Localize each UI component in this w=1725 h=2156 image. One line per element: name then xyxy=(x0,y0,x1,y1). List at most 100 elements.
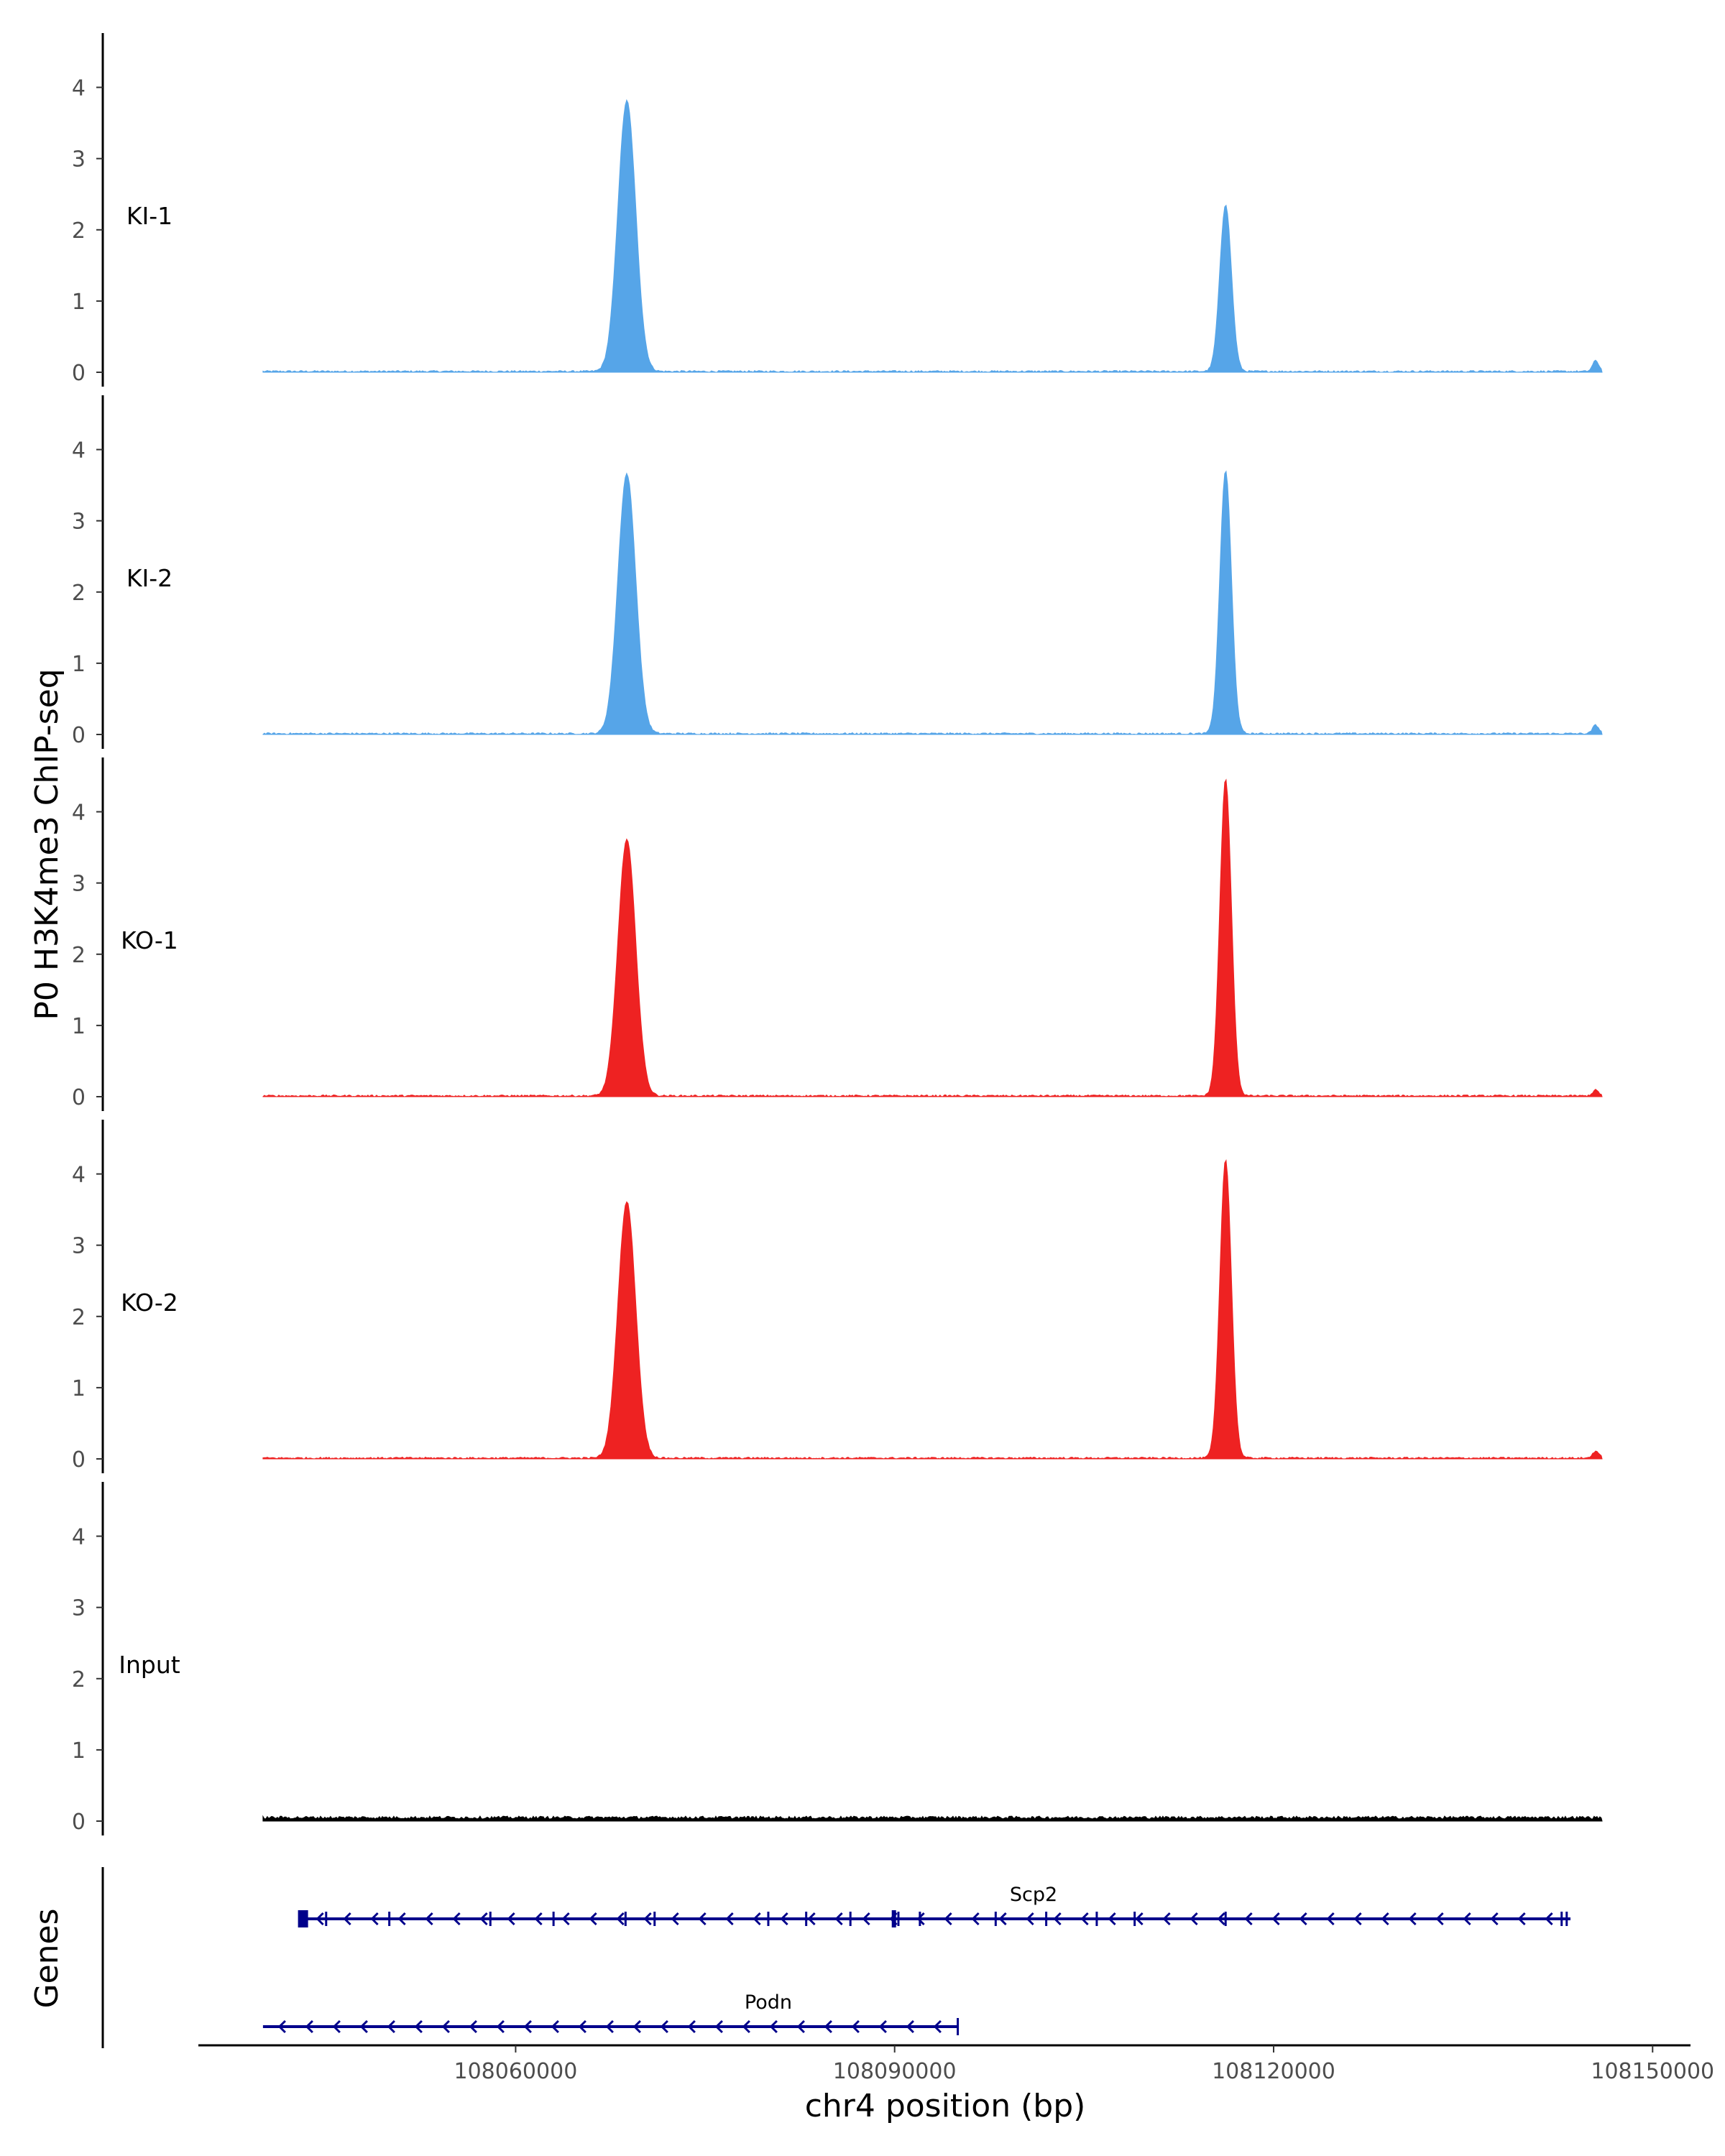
track-label: KI-2 xyxy=(126,564,172,592)
strand-arrow xyxy=(561,1912,570,1926)
strand-arrow xyxy=(1408,1912,1417,1926)
strand-arrow xyxy=(944,1912,952,1926)
strand-arrow xyxy=(414,2019,423,2034)
y-tick-label: 0 xyxy=(72,723,86,748)
y-axis-title: P0 H3K4me3 ChIP-seq xyxy=(29,668,65,1020)
strand-arrow xyxy=(753,1912,761,1926)
strand-arrow xyxy=(1244,1912,1253,1926)
track-label: Input xyxy=(119,1651,180,1679)
exon-block xyxy=(624,1912,627,1926)
exon-block xyxy=(1133,1912,1136,1926)
y-tick-label: 3 xyxy=(72,1596,86,1621)
exon-block xyxy=(891,1910,896,1927)
exon-block xyxy=(1560,1912,1563,1926)
exon-block xyxy=(897,1912,900,1926)
strand-arrow xyxy=(933,2019,942,2034)
strand-arrow xyxy=(343,1912,351,1926)
exon-block xyxy=(653,1912,656,1926)
x-tick-label: 108060000 xyxy=(454,2059,578,2084)
gene-label: Podn xyxy=(745,1991,792,2014)
y-tick-label: 4 xyxy=(72,1163,86,1188)
y-tick-label: 3 xyxy=(72,1234,86,1259)
exon-block xyxy=(919,1912,921,1926)
exon-block xyxy=(1565,1912,1568,1926)
strand-arrow xyxy=(441,2019,450,2034)
strand-arrow xyxy=(1190,1912,1198,1926)
strand-arrow xyxy=(507,1912,515,1926)
strand-arrow xyxy=(878,2019,887,2034)
y-tick-label: 2 xyxy=(72,581,86,606)
strand-arrow xyxy=(316,1912,324,1926)
strand-arrow xyxy=(998,1912,1007,1926)
x-axis-title: chr4 position (bp) xyxy=(805,2088,1086,2124)
y-tick-label: 1 xyxy=(72,652,86,677)
strand-arrow xyxy=(1299,1912,1307,1926)
strand-arrow xyxy=(769,2019,778,2034)
strand-arrow xyxy=(725,1912,734,1926)
gene-podn: Podn xyxy=(262,1991,960,2035)
strand-arrow xyxy=(796,2019,805,2034)
y-tick-label: 4 xyxy=(72,438,86,464)
strand-arrow xyxy=(397,1912,406,1926)
signal-area xyxy=(262,778,1603,1097)
track-label: KI-1 xyxy=(126,202,172,230)
track-label: KO-1 xyxy=(121,926,178,954)
exon-block xyxy=(325,1912,328,1926)
signal-area xyxy=(262,1158,1603,1460)
x-axis: 108060000 108090000 108120000 108150000 xyxy=(198,2044,1714,2084)
y-tick-label: 4 xyxy=(72,76,86,101)
strand-arrow xyxy=(1326,1912,1335,1926)
y-tick-label: 2 xyxy=(72,943,86,968)
y-tick-label: 4 xyxy=(72,1525,86,1550)
y-tick-label: 3 xyxy=(72,510,86,535)
strand-arrow xyxy=(671,1912,679,1926)
strand-arrow xyxy=(1353,1912,1362,1926)
strand-arrow xyxy=(387,2019,395,2034)
strand-arrow xyxy=(425,1912,433,1926)
strand-arrow xyxy=(1545,1912,1553,1926)
exon-block xyxy=(767,1912,770,1926)
y-tick-label: 0 xyxy=(72,1085,86,1110)
strand-arrow xyxy=(687,2019,696,2034)
track-input: 0 1 2 3 4 Input xyxy=(72,1482,1603,1835)
x-tick-label: 108090000 xyxy=(833,2059,957,2084)
y-tick-label: 1 xyxy=(72,290,86,315)
exon-block xyxy=(298,1910,308,1927)
strand-arrow xyxy=(605,2019,614,2034)
y-tick-label: 1 xyxy=(72,1014,86,1039)
strand-arrow xyxy=(1053,1912,1062,1926)
strand-arrow xyxy=(906,2019,914,2034)
signal-area xyxy=(262,470,1603,735)
strand-arrow xyxy=(1435,1912,1444,1926)
strand-arrow xyxy=(1026,1912,1034,1926)
strand-arrow xyxy=(1490,1912,1499,1926)
strand-arrow xyxy=(496,2019,505,2034)
gene-label: Scp2 xyxy=(1010,1884,1057,1906)
y-tick-label: 0 xyxy=(72,1447,86,1473)
exon-block xyxy=(1224,1912,1227,1926)
strand-arrow xyxy=(1135,1912,1144,1926)
exon-block xyxy=(994,1912,997,1926)
strand-arrow xyxy=(1463,1912,1471,1926)
strand-arrow xyxy=(305,2019,313,2034)
strand-arrow xyxy=(359,2019,368,2034)
strand-arrow xyxy=(589,1912,597,1926)
strand-arrow xyxy=(479,1912,488,1926)
track-ko-2: 0 1 2 3 4 KO-2 xyxy=(72,1120,1603,1473)
strand-arrow xyxy=(1271,1912,1280,1926)
y-tick-label: 2 xyxy=(72,1305,86,1330)
genes-layer: Scp2 Podn xyxy=(101,1867,1571,2048)
track-ki-1: 0 1 2 3 4 KI-1 xyxy=(72,33,1603,387)
strand-arrow xyxy=(698,1912,707,1926)
genes-axis-title: Genes xyxy=(29,1908,65,2008)
track-ko-1: 0 1 2 3 4 KO-1 xyxy=(72,757,1603,1111)
exon-block xyxy=(552,1912,555,1926)
strand-arrow xyxy=(1162,1912,1171,1926)
exon-block xyxy=(1095,1912,1098,1926)
strand-arrow xyxy=(578,2019,586,2034)
exon-block xyxy=(1045,1912,1048,1926)
strand-arrow xyxy=(834,1912,843,1926)
strand-arrow xyxy=(660,2019,668,2034)
strand-arrow xyxy=(1217,1912,1225,1926)
